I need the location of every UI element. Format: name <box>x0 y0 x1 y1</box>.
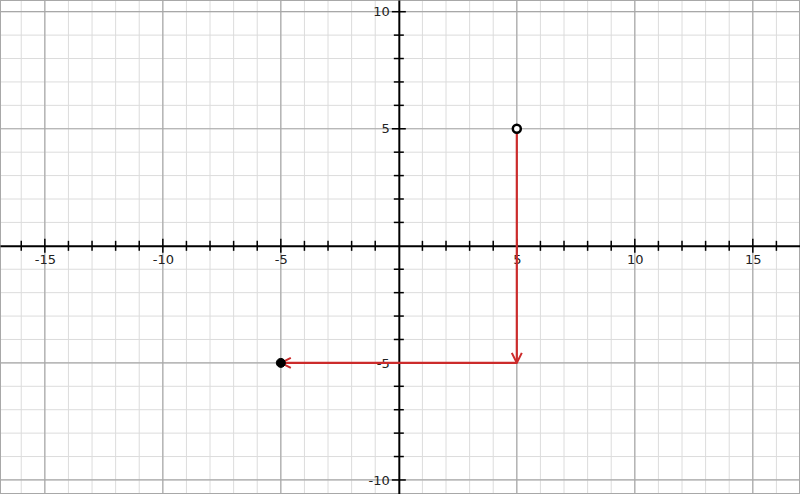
plot-area <box>276 125 520 368</box>
y-tick: 5 <box>382 121 399 136</box>
y-tick-label: -10 <box>369 473 390 488</box>
x-tick-label: 15 <box>745 252 762 267</box>
y-tick: 10 <box>373 4 399 19</box>
grid <box>0 0 800 494</box>
minor-grid-line <box>0 362 800 363</box>
x-tick: 15 <box>745 246 762 267</box>
x-tick: -15 <box>35 246 56 267</box>
x-tick: 10 <box>627 246 644 267</box>
y-tick-label: 5 <box>382 121 390 136</box>
y-tick-label: 10 <box>373 4 390 19</box>
point <box>513 125 521 133</box>
x-tick: -5 <box>275 246 288 267</box>
x-tick-label: -5 <box>275 252 288 267</box>
point <box>276 358 285 367</box>
arrow-segment <box>281 362 517 364</box>
y-axis-line <box>398 1 400 494</box>
x-tick-label: 10 <box>627 252 644 267</box>
x-tick-label: -10 <box>153 252 174 267</box>
y-tick: -10 <box>369 473 399 488</box>
arrow-segment <box>516 129 518 363</box>
major-grid-line <box>516 0 517 494</box>
x-tick-label: -15 <box>35 252 56 267</box>
major-grid-line <box>0 362 800 363</box>
plot-frame <box>1 1 800 494</box>
minor-grid-line <box>516 0 517 494</box>
chart: -15-10-551015-10-5510 <box>0 0 800 494</box>
x-tick: -10 <box>153 246 174 267</box>
y-axis: -10-5510 <box>369 1 400 494</box>
